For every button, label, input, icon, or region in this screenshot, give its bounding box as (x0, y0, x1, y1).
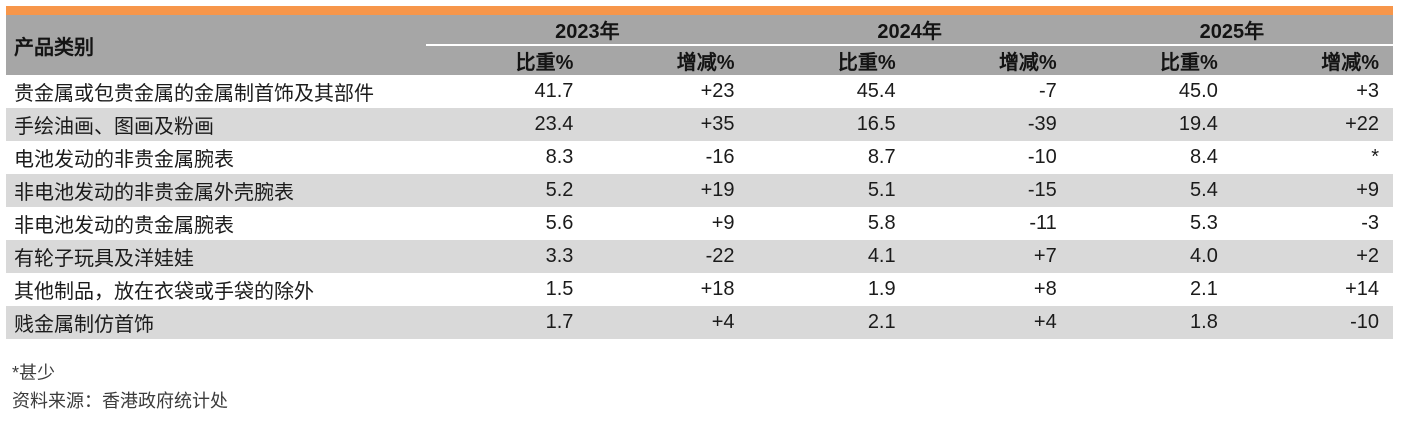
column-header-year-2024: 2024年 (748, 15, 1071, 46)
column-header-year-2025: 2025年 (1070, 15, 1393, 46)
product-share-table-wrap: 产品类别 2023年 2024年 2025年 比重% 增减% 比重% 增减% 比… (6, 6, 1393, 339)
table-row: 手绘油画、图画及粉画 23.4 +35 16.5 -39 19.4 +22 (6, 108, 1393, 141)
value-cell: -39 (1027, 113, 1057, 135)
category-cell: 非电池发动的非贵金属外壳腕表 (14, 182, 294, 204)
category-cell: 电池发动的非贵金属腕表 (14, 149, 234, 171)
category-cell: 贵金属或包贵金属的金属制首饰及其部件 (14, 83, 374, 105)
value-cell: 5.1 (867, 179, 896, 201)
subheader-2024-change: 增减% (909, 45, 1071, 75)
value-cell: * (1371, 146, 1379, 168)
value-cell: 8.4 (1190, 146, 1218, 168)
value-cell: +19 (700, 179, 735, 201)
value-cell: 1.8 (1190, 311, 1218, 333)
value-cell: 1.7 (545, 311, 574, 333)
value-cell: 8.3 (545, 146, 574, 168)
value-cell: 19.4 (1178, 113, 1218, 135)
value-cell: -22 (705, 245, 735, 267)
table-row: 贵金属或包贵金属的金属制首饰及其部件 41.7 +23 45.4 -7 45.0 +3 (6, 75, 1393, 108)
value-cell: +18 (700, 278, 735, 300)
value-cell: 3.3 (545, 245, 574, 267)
subheader-2025-share: 比重% (1070, 45, 1232, 75)
value-cell: +35 (700, 113, 735, 135)
value-cell: +22 (1345, 113, 1379, 135)
value-cell: 5.4 (1190, 179, 1218, 201)
value-cell: -10 (1350, 311, 1379, 333)
table-row: 其他制品，放在衣袋或手袋的除外 1.5 +18 1.9 +8 2.1 +14 (6, 273, 1393, 306)
table-row: 电池发动的非贵金属腕表 8.3 -16 8.7 -10 8.4 * (6, 141, 1393, 174)
value-cell: -16 (705, 146, 735, 168)
value-cell: 5.3 (1190, 212, 1218, 234)
value-cell: +9 (711, 212, 735, 234)
category-cell: 非电池发动的贵金属腕表 (14, 215, 234, 237)
source-note: 资料来源：香港政府统计处 (12, 391, 228, 411)
value-cell: 8.7 (867, 146, 896, 168)
value-cell: -10 (1027, 146, 1057, 168)
value-cell: 45.0 (1178, 80, 1218, 102)
value-cell: +2 (1356, 245, 1379, 267)
product-category-table: 产品类别 2023年 2024年 2025年 比重% 增减% 比重% 增减% 比… (6, 15, 1393, 339)
column-header-year-2023: 2023年 (426, 15, 749, 46)
value-cell: 2.1 (1190, 278, 1218, 300)
value-cell: +3 (1356, 80, 1379, 102)
value-cell: 23.4 (534, 113, 574, 135)
value-cell: -15 (1027, 179, 1057, 201)
value-cell: +7 (1033, 245, 1057, 267)
table-row: 非电池发动的非贵金属外壳腕表 5.2 +19 5.1 -15 5.4 +9 (6, 174, 1393, 207)
value-cell: -11 (1029, 212, 1057, 234)
category-cell: 有轮子玩具及洋娃娃 (14, 248, 194, 270)
subheader-2023-share: 比重% (426, 45, 588, 75)
value-cell: 2.1 (867, 311, 896, 333)
footnote-asterisk: *甚少 (12, 363, 56, 383)
category-cell: 手绘油画、图画及粉画 (14, 116, 214, 138)
column-header-category: 产品类别 (6, 15, 427, 75)
value-cell: +8 (1033, 278, 1057, 300)
value-cell: +23 (700, 80, 735, 102)
value-cell: 41.7 (534, 80, 574, 102)
category-cell: 其他制品，放在衣袋或手袋的除外 (14, 281, 314, 303)
subheader-2025-change: 增减% (1231, 45, 1393, 75)
value-cell: +4 (1033, 311, 1057, 333)
value-cell: 5.8 (867, 212, 896, 234)
category-cell: 贱金属制仿首饰 (14, 314, 154, 336)
value-cell: -3 (1361, 212, 1379, 234)
table-body: 贵金属或包贵金属的金属制首饰及其部件 41.7 +23 45.4 -7 45.0 +3 手绘油… (6, 75, 1393, 339)
subheader-2023-change: 增减% (587, 45, 749, 75)
value-cell: +14 (1345, 278, 1379, 300)
table-row: 贱金属制仿首饰 1.7 +4 2.1 +4 1.8 -10 (6, 306, 1393, 339)
table-top-accent-bar (6, 6, 1393, 15)
value-cell: 45.4 (856, 80, 896, 102)
table-header: 产品类别 2023年 2024年 2025年 比重% 增减% 比重% 增减% 比… (6, 15, 1393, 75)
footnotes: *甚少 资料来源：香港政府统计处 (6, 359, 1401, 415)
value-cell: +9 (1356, 179, 1379, 201)
value-cell: 16.5 (856, 113, 896, 135)
value-cell: 1.5 (545, 278, 574, 300)
table-row: 非电池发动的贵金属腕表 5.6 +9 5.8 -11 5.3 -3 (6, 207, 1393, 240)
value-cell: 5.2 (545, 179, 574, 201)
subheader-row: 比重% 增减% 比重% 增减% 比重% 增减% (6, 45, 1393, 75)
year-header-row: 产品类别 2023年 2024年 2025年 (6, 15, 1393, 75)
value-cell: 5.6 (545, 212, 574, 234)
value-cell: +4 (711, 311, 735, 333)
subheader-2024-share: 比重% (748, 45, 910, 75)
value-cell: 4.0 (1190, 245, 1218, 267)
value-cell: -7 (1038, 80, 1057, 102)
table-row: 有轮子玩具及洋娃娃 3.3 -22 4.1 +7 4.0 +2 (6, 240, 1393, 273)
value-cell: 1.9 (867, 278, 896, 300)
value-cell: 4.1 (867, 245, 896, 267)
